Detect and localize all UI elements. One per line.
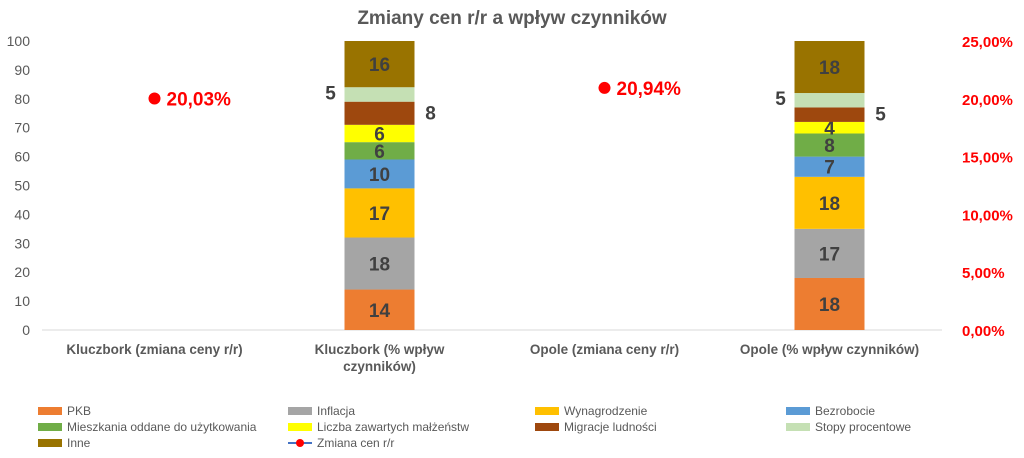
price-change-label: 20,94% xyxy=(617,79,682,100)
bar-segment xyxy=(794,156,865,177)
y-tick-label: 0 xyxy=(22,322,30,338)
y-tick-label: 10 xyxy=(14,293,30,309)
legend-label-zmiana-cen: Zmiana cen r/r xyxy=(317,436,395,450)
y2-tick-label: 10,00% xyxy=(962,207,1013,224)
bar-segment xyxy=(794,121,865,134)
data-label: 18 xyxy=(819,58,840,79)
data-label: 8 xyxy=(824,136,835,157)
bar-segment xyxy=(344,159,415,189)
legend-swatch-inflacja xyxy=(288,407,312,415)
legend-swatch-malzenstwa xyxy=(288,423,312,431)
bar-segment xyxy=(794,228,865,278)
data-label: 18 xyxy=(819,295,840,316)
y-tick-label: 100 xyxy=(7,33,31,49)
bar-segment xyxy=(344,41,415,88)
legend-item-malzenstwa: Liczba zawartych małżeństw xyxy=(288,420,469,434)
y-tick-label: 80 xyxy=(14,91,30,107)
data-label: 6 xyxy=(374,142,385,163)
bar-segment xyxy=(794,277,865,330)
bar-segment xyxy=(794,93,865,108)
legend-label-wynagrodzenie: Wynagrodzenie xyxy=(564,404,648,418)
data-label: 17 xyxy=(819,244,840,265)
legend-label-migracje: Migracje ludności xyxy=(564,420,657,434)
bar-segment xyxy=(344,124,415,143)
legend-item-mieszkania: Mieszkania oddane do użytkowania xyxy=(38,420,256,434)
y-tick-label: 50 xyxy=(14,178,30,194)
x-tick-label: Opole (zmiana ceny r/r) xyxy=(530,342,679,357)
data-label: 17 xyxy=(369,204,390,225)
data-label: 18 xyxy=(819,194,840,215)
legend-item-inflacja: Inflacja xyxy=(288,404,355,418)
legend-swatch-stopy xyxy=(786,423,810,431)
bar-segment xyxy=(794,176,865,229)
chart-legend: PKB Inflacja Wynagrodzenie Bezrobocie Mi… xyxy=(0,402,1024,458)
y2-tick-label: 25,00% xyxy=(962,34,1013,51)
data-label: 6 xyxy=(374,124,385,145)
x-tick-label: Kluczbork (zmiana ceny r/r) xyxy=(66,342,242,357)
chart-plot: 0 10 20 30 40 50 60 70 80 90 100 0,00% 5,00% 10,00% 15… xyxy=(7,33,1013,374)
legend-swatch-bezrobocie xyxy=(786,407,810,415)
y-tick-label: 20 xyxy=(14,264,30,280)
bar-segment xyxy=(794,133,865,157)
data-label: 4 xyxy=(824,119,835,140)
y2-tick-label: 5,00% xyxy=(962,265,1005,282)
price-change-label: 20,03% xyxy=(167,89,232,110)
legend-label-inne: Inne xyxy=(67,436,91,450)
legend-swatch-pkb xyxy=(38,407,62,415)
data-label: 16 xyxy=(369,55,390,76)
data-label: 10 xyxy=(369,165,390,186)
legend-swatch-migracje xyxy=(535,423,559,431)
y2-tick-label: 15,00% xyxy=(962,150,1013,167)
y2-tick-label: 0,00% xyxy=(962,323,1005,340)
y-tick-label: 60 xyxy=(14,149,30,165)
bar-segment xyxy=(344,87,415,102)
data-label: 8 xyxy=(425,103,436,124)
legend-item-zmiana-cen: Zmiana cen r/r xyxy=(288,436,394,450)
legend-line-marker xyxy=(288,439,312,447)
price-change-marker xyxy=(598,81,611,94)
y-tick-label: 70 xyxy=(14,120,30,136)
legend-label-stopy: Stopy procentowe xyxy=(815,420,912,434)
data-label: 5 xyxy=(775,89,786,110)
bar-segment xyxy=(344,142,415,160)
bar-segment xyxy=(344,237,415,290)
bar-segment xyxy=(344,188,415,238)
chart-title: Zmiany cen r/r a wpływ czynników xyxy=(357,8,667,29)
y2-tick-label: 20,00% xyxy=(962,92,1013,109)
legend-label-pkb: PKB xyxy=(67,404,92,418)
legend-swatch-wynagrodzenie xyxy=(535,407,559,415)
legend-label-mieszkania: Mieszkania oddane do użytkowania xyxy=(67,420,257,434)
bar-segment xyxy=(344,101,415,125)
legend-swatch-inne xyxy=(38,439,62,447)
legend-label-inflacja: Inflacja xyxy=(317,404,356,418)
data-label: 5 xyxy=(875,105,886,126)
y-tick-label: 40 xyxy=(14,206,30,222)
legend-label-malzenstwa: Liczba zawartych małżeństw xyxy=(317,420,470,434)
bar-segment xyxy=(794,41,865,94)
x-tick-label: Kluczbork (% wpływ xyxy=(315,342,445,357)
bar-segment xyxy=(794,107,865,122)
x-tick-label: czynników) xyxy=(343,359,416,374)
legend-item-stopy: Stopy procentowe xyxy=(786,420,911,434)
data-label: 7 xyxy=(824,158,835,179)
price-change-marker xyxy=(148,92,161,105)
legend-item-migracje: Migracje ludności xyxy=(535,420,657,434)
legend-item-pkb: PKB xyxy=(38,404,91,418)
y-tick-label: 30 xyxy=(14,235,30,251)
legend-label-bezrobocie: Bezrobocie xyxy=(815,404,876,418)
legend-item-inne: Inne xyxy=(38,436,90,450)
legend-item-wynagrodzenie: Wynagrodzenie xyxy=(535,404,647,418)
legend-item-bezrobocie: Bezrobocie xyxy=(786,404,875,418)
legend-swatch-mieszkania xyxy=(38,423,62,431)
data-label: 18 xyxy=(369,255,390,276)
data-label: 5 xyxy=(325,83,336,104)
bar-segment xyxy=(344,289,415,330)
data-label: 14 xyxy=(369,301,391,322)
y-tick-label: 90 xyxy=(14,62,30,78)
x-tick-label: Opole (% wpływ czynników) xyxy=(740,342,919,357)
